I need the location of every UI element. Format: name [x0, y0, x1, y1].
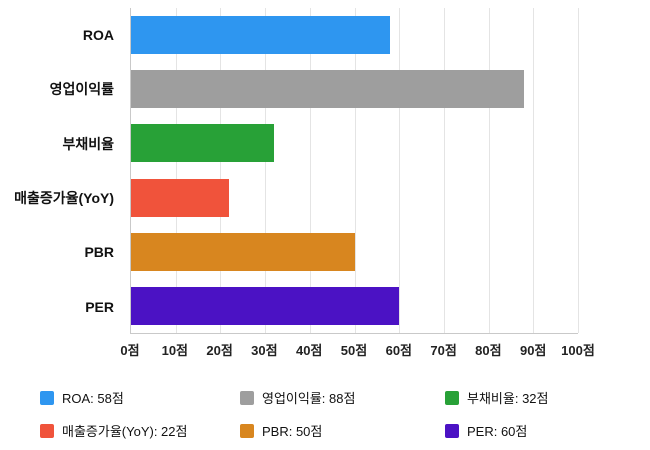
value-axis: 0점 10점 20점 30점 40점 50점 60점 70점 80점 90점 100점	[120, 340, 594, 362]
x-tick-label: 40점	[295, 343, 323, 358]
x-tick-label: 10점	[161, 343, 189, 358]
bar-row	[131, 62, 578, 116]
legend-swatch-icon	[240, 390, 254, 405]
legend-item: 매출증가율(YoY): 22점	[40, 421, 240, 440]
legend-label: 영업이익률: 88점	[262, 391, 356, 406]
gridlines	[131, 8, 579, 333]
bar-row	[131, 116, 578, 170]
x-tick-label: 50점	[340, 343, 368, 358]
bar	[131, 16, 391, 55]
legend-swatch-icon	[40, 390, 54, 405]
legend-swatch-icon	[40, 423, 54, 438]
x-tick-label: 20점	[206, 343, 233, 358]
x-tick-label: 100점	[561, 343, 595, 358]
bar	[131, 232, 355, 271]
legend-label: PER: 60점	[467, 424, 528, 439]
legend-swatch-icon	[240, 423, 254, 438]
legend-label: 매출증가율(YoY): 22점	[62, 424, 188, 439]
bars-container	[131, 8, 578, 333]
gridline	[309, 8, 311, 333]
category-label: PBR	[84, 244, 114, 261]
gridline	[578, 8, 579, 333]
bar-row	[131, 8, 578, 62]
plot-area	[130, 8, 579, 334]
legend-label: ROA: 58점	[62, 391, 124, 406]
legend-item: PBR: 50점	[240, 421, 445, 440]
x-tick-label: 90점	[519, 343, 547, 358]
x-tick-label: 80점	[475, 343, 502, 358]
legend-label: PBR: 50점	[262, 424, 323, 439]
bar	[131, 124, 275, 163]
gridline	[443, 8, 445, 333]
x-tick-label: 60점	[385, 343, 413, 358]
bar	[131, 286, 400, 325]
legend-item: 영업이익률: 88점	[240, 388, 445, 407]
legend-item: 부채비율: 32점	[445, 388, 625, 407]
bar	[131, 178, 230, 217]
category-label: PER	[85, 298, 114, 315]
bar	[131, 70, 525, 109]
gridline	[220, 8, 222, 333]
category-label: 영업이익률	[49, 81, 114, 98]
legend-swatch-icon	[445, 390, 459, 405]
category-label: ROA	[82, 27, 114, 44]
legend-swatch-icon	[445, 423, 459, 438]
gridline	[175, 8, 177, 333]
gridline	[354, 8, 356, 333]
bar-row	[131, 171, 578, 225]
gridline	[265, 8, 267, 333]
x-tick-label: 30점	[251, 343, 278, 358]
legend-item: PER: 60점	[445, 421, 625, 440]
x-tick-label: 0점	[120, 343, 140, 358]
gridline	[488, 8, 490, 333]
x-tick-label: 70점	[430, 343, 457, 358]
legend-label: 부채비율: 32점	[467, 391, 549, 406]
category-label: 매출증가율(YoY)	[14, 190, 114, 207]
bar-row	[131, 225, 578, 279]
gridline	[533, 8, 535, 333]
gridline	[399, 8, 401, 333]
bar-row	[131, 279, 578, 333]
category-label: 부채비율	[62, 135, 114, 152]
legend-item: ROA: 58점	[40, 388, 240, 407]
